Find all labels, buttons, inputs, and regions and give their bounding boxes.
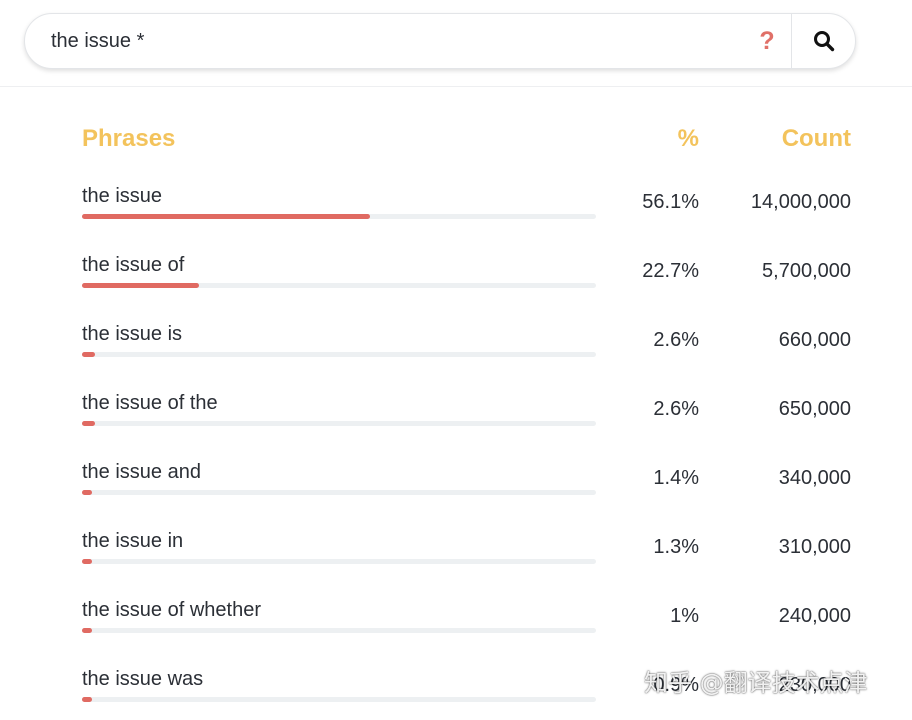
frequency-bar-fill xyxy=(82,214,371,219)
frequency-bar-track xyxy=(82,283,596,288)
phrase-link[interactable]: the issue of whether xyxy=(82,599,261,621)
search-bar: ? xyxy=(24,13,856,69)
frequency-bar-fill xyxy=(82,628,92,633)
percent-value: 1.3% xyxy=(653,536,699,558)
phrase-link[interactable]: the issue xyxy=(82,185,163,207)
table-row: the issue was 0.9% 230,000 xyxy=(0,666,912,720)
frequency-bar-fill xyxy=(82,283,199,288)
table-row: the issue of whether 1% 240,000 xyxy=(0,597,912,666)
search-divider xyxy=(791,14,792,68)
phrase-link[interactable]: the issue is xyxy=(82,323,183,345)
table-row: the issue of 22.7% 5,700,000 xyxy=(0,252,912,321)
phrase-link[interactable]: the issue and xyxy=(82,461,201,483)
count-value: 240,000 xyxy=(778,605,851,627)
frequency-bar-track xyxy=(82,352,596,357)
frequency-bar-fill xyxy=(82,559,92,564)
header-divider xyxy=(0,86,912,87)
table-row: the issue 56.1% 14,000,000 xyxy=(0,183,912,252)
frequency-bar-track xyxy=(82,490,596,495)
count-value: 310,000 xyxy=(778,536,851,558)
table-row: the issue and 1.4% 340,000 xyxy=(0,459,912,528)
phrase-link[interactable]: the issue was xyxy=(82,668,204,690)
search-button[interactable] xyxy=(792,14,856,68)
count-value: 14,000,000 xyxy=(750,191,851,213)
percent-value: 56.1% xyxy=(642,191,699,213)
percent-value: 0.9% xyxy=(653,674,699,696)
phrase-link[interactable]: the issue of xyxy=(82,254,185,276)
frequency-bar-track xyxy=(82,214,596,219)
percent-value: 2.6% xyxy=(653,398,699,420)
percent-value: 1% xyxy=(670,605,699,627)
frequency-bar-fill xyxy=(82,490,92,495)
phrase-link[interactable]: the issue in xyxy=(82,530,184,552)
search-input[interactable] xyxy=(51,14,751,68)
help-icon[interactable]: ? xyxy=(759,27,775,55)
count-value: 5,700,000 xyxy=(762,260,851,282)
column-header-percent: % xyxy=(677,125,699,152)
percent-value: 1.4% xyxy=(653,467,699,489)
column-header-count: Count xyxy=(781,125,851,152)
frequency-bar-track xyxy=(82,559,596,564)
frequency-bar-track xyxy=(82,421,596,426)
frequency-bar-fill xyxy=(82,352,96,357)
frequency-bar-track xyxy=(82,697,596,702)
table-row: the issue in 1.3% 310,000 xyxy=(0,528,912,597)
percent-value: 22.7% xyxy=(642,260,699,282)
search-icon xyxy=(814,31,835,52)
frequency-bar-fill xyxy=(82,421,96,426)
percent-value: 2.6% xyxy=(653,329,699,351)
table-row: the issue is 2.6% 660,000 xyxy=(0,321,912,390)
watermark: 知乎 @翻译技术点津 xyxy=(644,669,868,697)
count-value: 340,000 xyxy=(778,467,851,489)
frequency-bar-fill xyxy=(82,697,92,702)
table-row: the issue of the 2.6% 650,000 xyxy=(0,390,912,459)
count-value: 650,000 xyxy=(778,398,851,420)
column-header-phrases: Phrases xyxy=(82,125,176,152)
phrase-link[interactable]: the issue of the xyxy=(82,392,218,414)
count-value: 660,000 xyxy=(778,329,851,351)
count-value: 230,000 xyxy=(778,674,851,696)
frequency-bar-track xyxy=(82,628,596,633)
